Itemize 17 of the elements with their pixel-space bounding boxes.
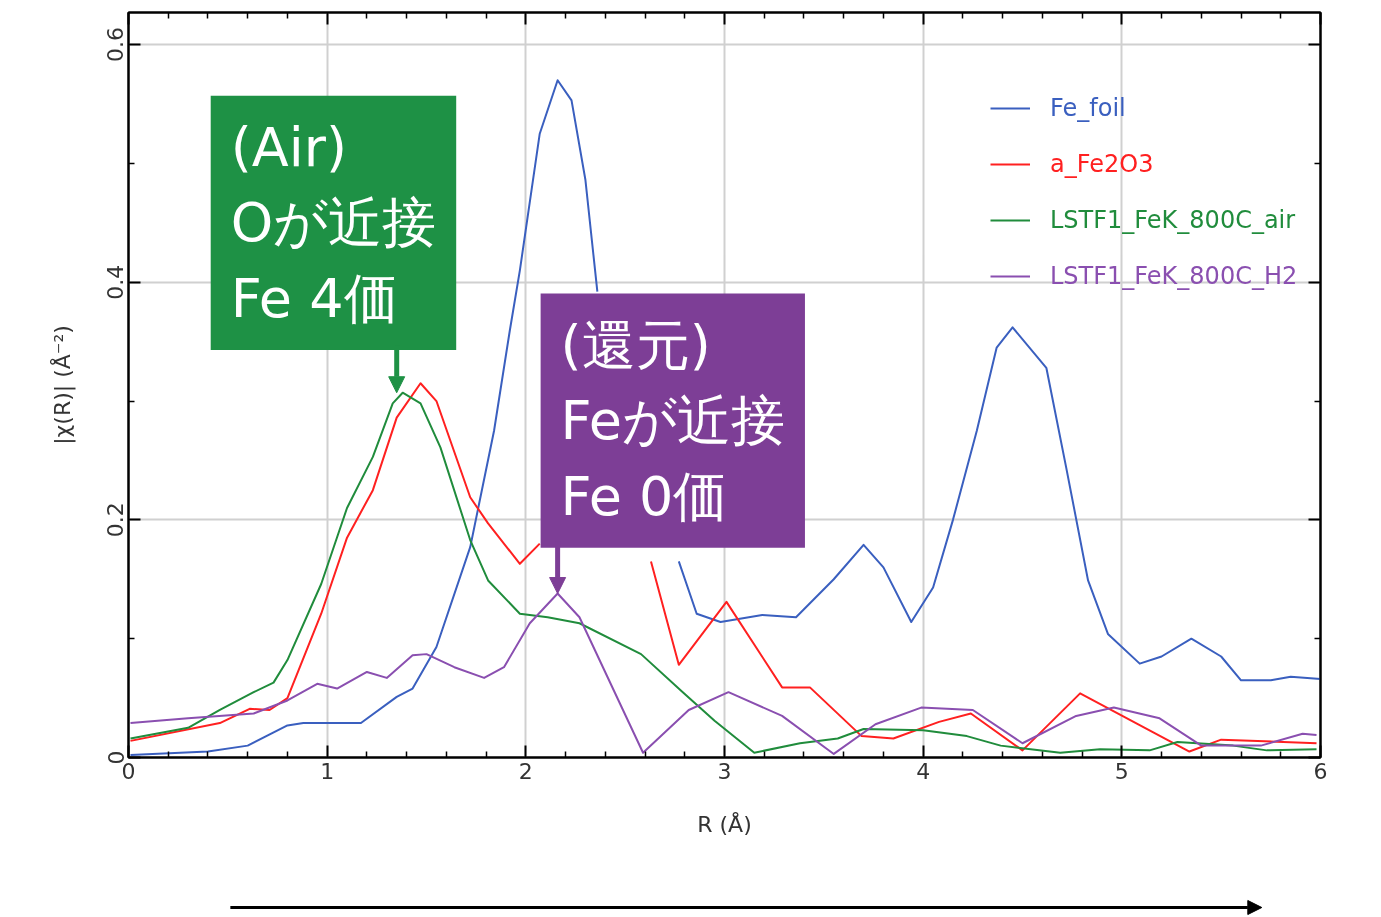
y-tick-label: 0.2 [103,502,129,538]
legend-label: Fe_foil [1050,94,1126,122]
y-tick-label: 0.4 [103,264,129,300]
x-tick-label: 4 [916,758,931,784]
y-axis-title: |χ(R)| (Å⁻²) [48,325,76,445]
x-tick-label: 3 [717,758,732,784]
x-tick-label: 2 [518,758,533,784]
legend-label: a_Fe2O3 [1050,150,1154,178]
annotation: (Air) Oが近接 Fe 4価 [230,115,437,330]
x-tick-label: 6 [1313,758,1328,784]
x-tick-label: 1 [320,758,335,784]
annotation: (還元) Feが近接 Fe 0価 [560,313,785,528]
x-tick-label: 5 [1114,758,1129,784]
x-axis-title: R (Å) [697,810,752,837]
y-tick-label: 0.6 [103,27,129,63]
legend-label: LSTF1_FeK_800C_H2 [1050,262,1298,290]
legend-label: LSTF1_FeK_800C_air [1050,206,1296,234]
